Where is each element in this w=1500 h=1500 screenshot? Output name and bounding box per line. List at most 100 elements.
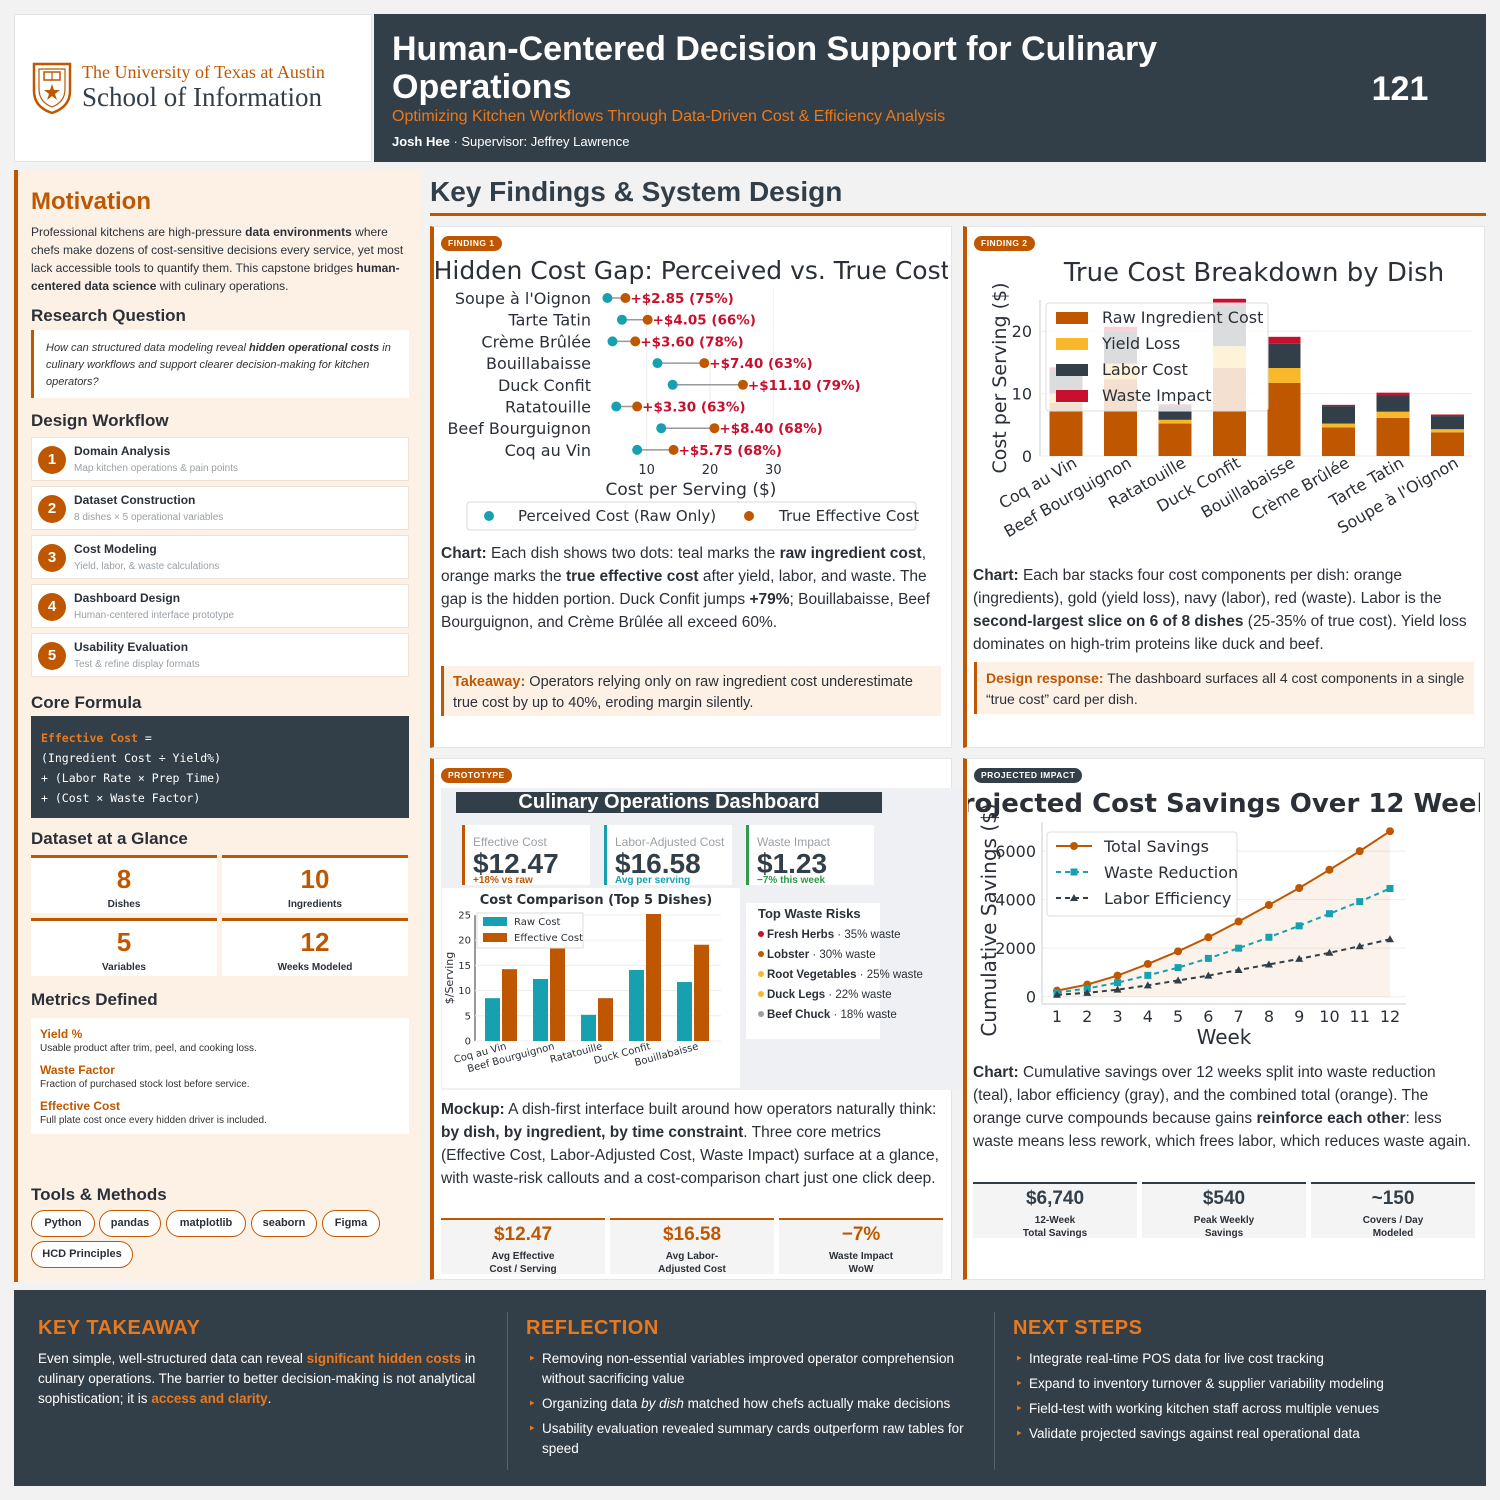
key-takeaway-heading: KEY TAKEAWAY (38, 1317, 201, 1339)
y-tick-label: 0 (1022, 447, 1032, 466)
bar-segment (1267, 368, 1301, 383)
data-point (1265, 933, 1273, 941)
stat-value: 8 (116, 864, 132, 894)
reflection-text: Removing non-essential variables improve… (542, 1351, 954, 1386)
kpi-label: Waste Impact (757, 835, 830, 849)
summary-value: −7% (841, 1224, 881, 1245)
data-point (1144, 971, 1152, 979)
motivation-heading: Motivation (31, 188, 151, 215)
takeaway-text: The dashboard surfaces all 4 cost compon… (986, 670, 1465, 707)
data-point (1386, 827, 1394, 836)
waste-risk-heading: Top Waste Risks (758, 906, 861, 921)
formula-block: Effective Cost = (Ingredient Cost ÷ Yiel… (31, 716, 409, 818)
data-point (1174, 947, 1183, 956)
tool-tag: pandas (99, 1210, 161, 1237)
bar-segment (1049, 402, 1083, 456)
series-line (1056, 938, 1391, 996)
step-number: 4 (38, 593, 66, 621)
kpi-value: $16.58 (615, 848, 701, 879)
tool-tag: HCD Principles (31, 1241, 133, 1268)
caption-text: A dish-first interface built around how … (504, 1101, 937, 1118)
hidden-cost-gap-chart: Hidden Cost Gap: Perceived vs. True Cost… (436, 256, 948, 531)
caption-text: : less waste means less rework, which fr… (973, 1110, 1471, 1150)
summary-value: $540 (1202, 1188, 1246, 1209)
heading-rule (430, 213, 1486, 216)
dataset-heading: Dataset at a Glance (31, 829, 188, 848)
dish-label: Soupe à l'Oignon (455, 289, 591, 308)
motivation-emphasis: data environments (245, 225, 352, 239)
gap-label: +$7.40 (63%) (709, 356, 812, 372)
x-tick-label: 10 (1319, 1007, 1339, 1026)
summary-label-line: Adjusted Cost (658, 1264, 726, 1275)
perceived-dot (602, 293, 613, 303)
summary-value: $16.58 (662, 1224, 722, 1245)
motivation-part: with culinary operations. (156, 279, 289, 293)
workflow-step: 3 Cost Modeling Yield, labor, & waste calc… (31, 535, 409, 579)
rq-emphasis: hidden operational costs (249, 342, 380, 354)
formula-equals: = (137, 731, 152, 745)
x-axis-label: Week (1197, 1025, 1252, 1049)
total-area (1057, 831, 1390, 997)
reflection-item: Removing non-essential variables improve… (526, 1349, 971, 1389)
poster-title: Human-Centered Decision Support for Culi… (392, 30, 1158, 106)
summary-label-line: Savings (1204, 1228, 1244, 1239)
poster-number: 121 (1371, 70, 1429, 108)
series-line (1056, 830, 1391, 992)
summary-label-line: Avg Effective (491, 1251, 555, 1262)
x-tick-label: 7 (1234, 1007, 1244, 1026)
school-name: School of Information (82, 82, 322, 112)
metrics-heading: Metrics Defined (31, 990, 158, 1009)
summary-label-line: Total Savings (1022, 1228, 1088, 1239)
summary-card: −7% Waste Impact WoW (779, 1218, 943, 1275)
next-step-item: Expand to inventory turnover & supplier … (1013, 1374, 1473, 1394)
gap-label: +$3.30 (63%) (642, 400, 745, 416)
rq-part: How can structured data modeling reveal (46, 342, 249, 354)
true-cost-dot (737, 379, 748, 390)
x-tick-label: 6 (1203, 1007, 1213, 1026)
dish-label: Crème Brûlée (481, 332, 591, 351)
title-banner (374, 14, 1486, 162)
data-point (1204, 954, 1212, 962)
data-point (1325, 948, 1334, 956)
legend-swatch (484, 511, 494, 521)
risk-name: Lobster (767, 949, 810, 961)
risk-dot-icon (758, 931, 764, 937)
kpi-delta: Avg per serving (615, 875, 691, 886)
kt-part: Even simple, well-structured data can re… (38, 1351, 307, 1366)
metric-definition: Usable product after trim, peel, and coo… (40, 1043, 257, 1054)
legend-label: Waste Reduction (1104, 863, 1238, 882)
prototype-caption: Mockup: A dish-first interface built aro… (441, 1098, 941, 1190)
key-findings-heading: Key Findings & System Design (430, 176, 843, 207)
workflow-step: 1 Domain Analysis Map kitchen operations &… (31, 437, 409, 481)
risk-name: Fresh Herbs (767, 929, 835, 941)
poster-subtitle: Optimizing Kitchen Workflows Through Dat… (392, 108, 946, 125)
step-subtitle: Map kitchen operations & pain points (74, 463, 238, 474)
summary-card: $540 Peak Weekly Savings (1142, 1182, 1306, 1240)
kpi-value: $12.47 (473, 848, 559, 879)
next-step-item: Validate projected savings against real … (1013, 1424, 1473, 1444)
workflow-step: 5 Usability Evaluation Test & refine displ… (31, 633, 409, 677)
motivation-text: Professional kitchens are high-pressure … (31, 223, 411, 295)
motivation-part: Professional kitchens are high-pressure (31, 225, 246, 239)
risk-name: Beef Chuck (767, 1009, 831, 1021)
perceived-dot (667, 379, 678, 390)
gap-label: +$11.10 (79%) (748, 378, 861, 394)
y-tick-label: 6000 (995, 842, 1036, 861)
y-axis-label: Cumulative Savings ($) (977, 803, 1001, 1036)
legend-swatch (483, 917, 507, 926)
legend-swatch (483, 933, 507, 942)
perceived-dot (611, 401, 622, 412)
legend-swatch (744, 511, 754, 521)
kpi-card: Effective Cost $12.47 +18% vs raw (462, 825, 590, 886)
impact-badge: PROJECTED IMPACT (974, 768, 1083, 783)
kt-emphasis: significant hidden costs (306, 1351, 462, 1366)
byline: Josh Hee · Supervisor: Jeffrey Lawrence (392, 134, 630, 149)
bar-segment (1322, 423, 1355, 428)
bar (581, 1014, 596, 1041)
summary-label: Peak Weekly Savings (1142, 1214, 1306, 1240)
bar-segment (1267, 343, 1301, 369)
summary-label-line: Peak Weekly (1193, 1215, 1255, 1226)
bar-segment (1322, 406, 1355, 424)
data-point (1355, 942, 1364, 950)
legend-swatch (1056, 312, 1088, 324)
